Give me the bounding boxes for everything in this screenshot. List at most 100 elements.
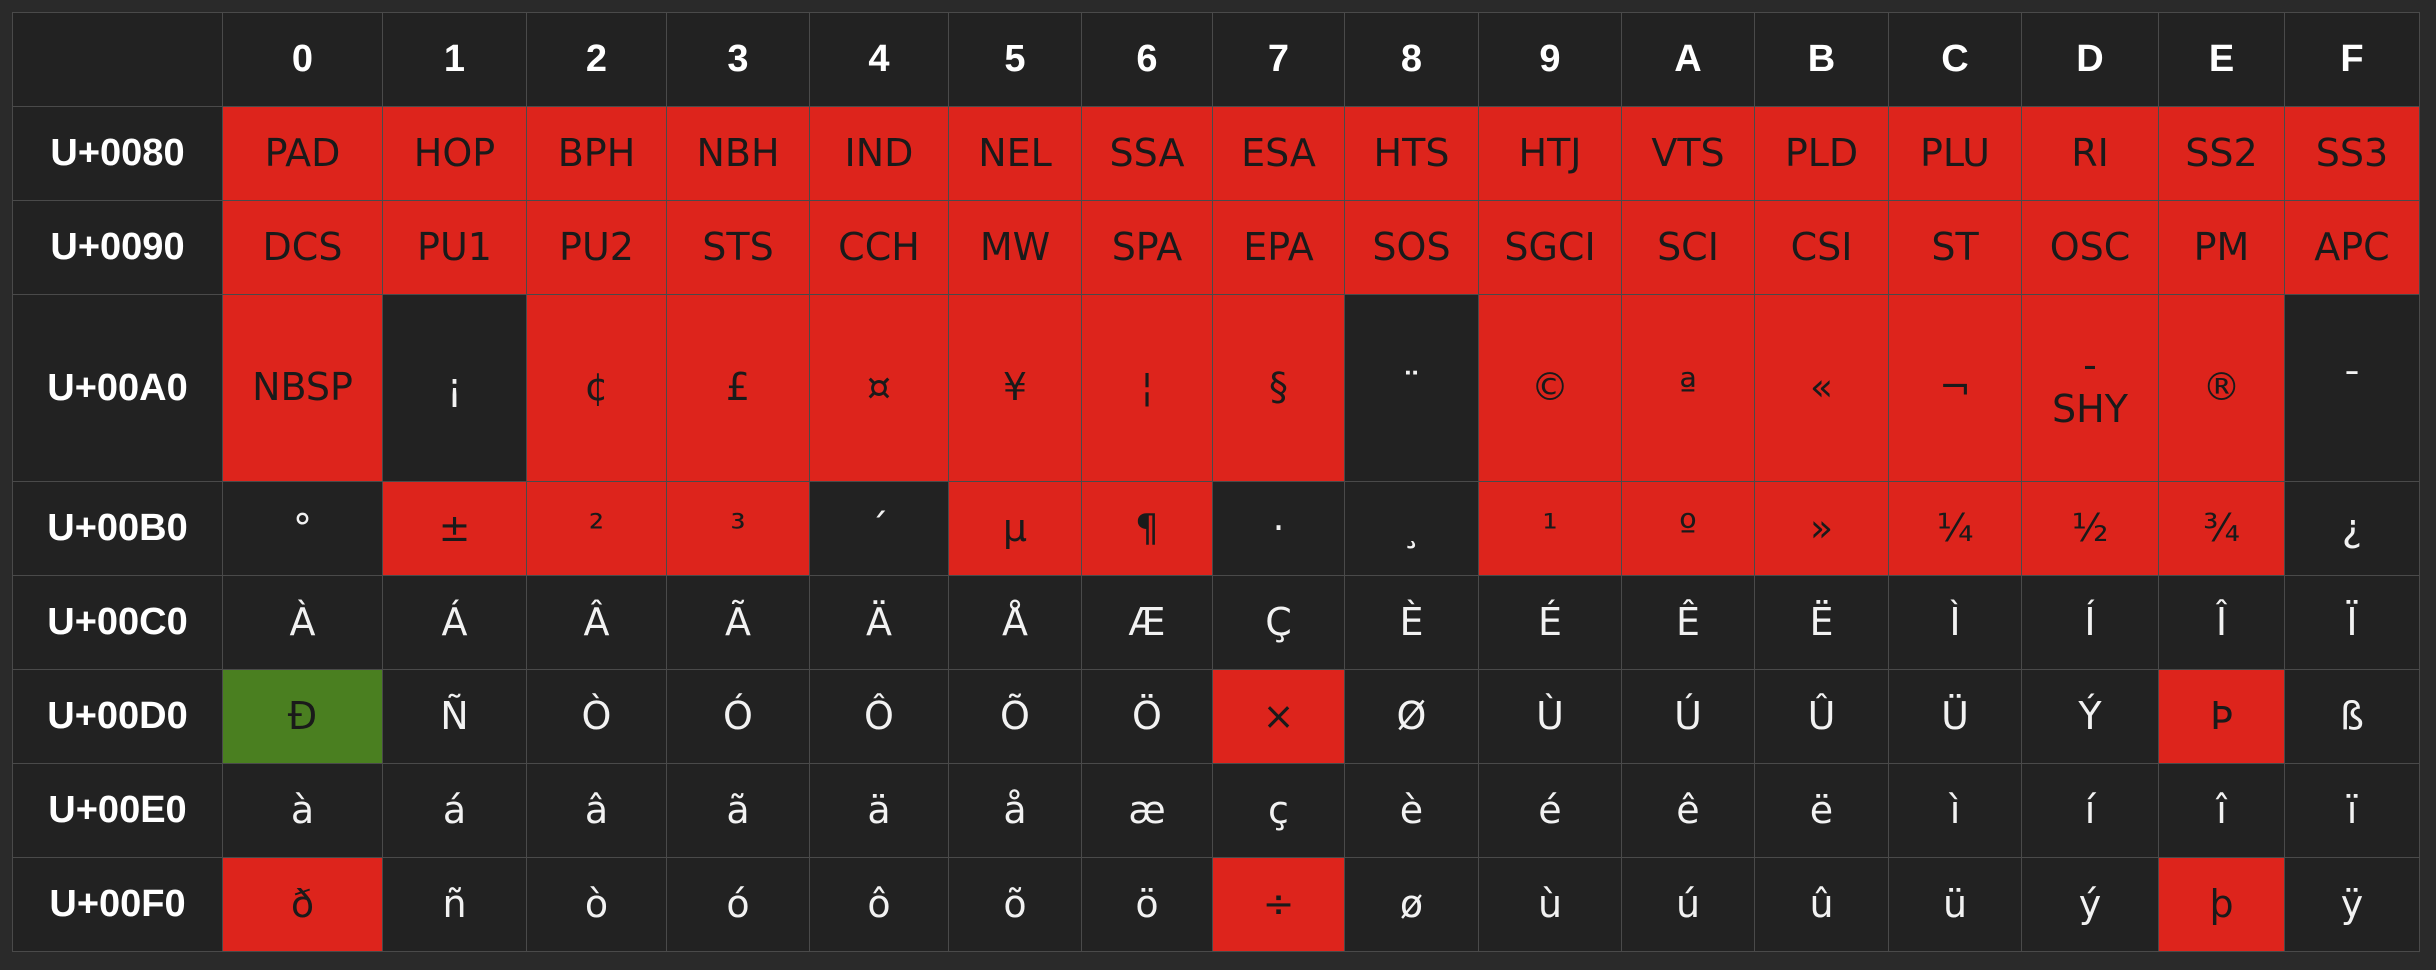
char-glyph: ESA [1241,130,1316,175]
char-cell: Ã [666,575,810,670]
char-cell: ß [2284,669,2420,764]
char-cell: ÿ [2284,857,2420,952]
char-glyph: ² [588,505,605,550]
char-glyph: NEL [978,130,1052,175]
char-cell: § [1212,294,1345,482]
char-glyph: ¾ [2203,505,2240,550]
char-cell: Á [382,575,527,670]
char-cell: å [948,763,1082,858]
char-cell: Ô [809,669,949,764]
char-cell: Û [1754,669,1889,764]
char-cell: PAD [222,106,383,201]
char-cell: ¼ [1888,481,2022,576]
char-glyph: ï [2346,787,2358,832]
char-glyph: À [289,599,316,644]
char-glyph: â [584,787,609,832]
char-cell: ô [809,857,949,952]
char-cell: SS3 [2284,106,2420,201]
char-cell: ¬ [1888,294,2022,482]
char-glyph: · [1272,505,1285,550]
char-cell: ¯ [2284,294,2420,482]
char-cell: SSA [1081,106,1213,201]
char-cell: Î [2158,575,2285,670]
char-cell: ¦ [1081,294,1213,482]
chart-body: U+0080 PAD HOP BPH NBH IND NEL SSA ESA HTS HTJ VTS P… [12,106,2420,952]
char-cell: ê [1621,763,1755,858]
char-cell: × [1212,669,1345,764]
char-cell: ¤ [809,294,949,482]
char-glyph: Â [583,599,610,644]
char-cell: ¸ [1344,481,1479,576]
column-header-0: 0 [222,12,383,107]
char-glyph: Ù [1536,693,1564,738]
char-glyph: é [1538,787,1562,832]
char-glyph: ü [1942,881,1968,926]
char-cell: EPA [1212,200,1345,295]
char-abbreviation: SHY [2052,387,2128,431]
char-cell: ù [1478,857,1622,952]
char-glyph: OSC [2049,224,2131,269]
char-glyph: SS2 [2185,130,2258,175]
char-glyph: ½ [2071,505,2109,550]
char-glyph: í [2084,787,2096,832]
char-glyph: Æ [1128,599,1166,644]
char-cell: APC [2284,200,2420,295]
char-cell: û [1754,857,1889,952]
char-cell: Ú [1621,669,1755,764]
char-cell: Ñ [382,669,527,764]
row-header: U+00A0 [12,294,223,482]
char-glyph: õ [1003,881,1027,926]
char-cell: ö [1081,857,1213,952]
char-glyph: EPA [1243,224,1314,269]
char-glyph: » [1809,505,1834,550]
column-header-f: F [2284,12,2420,107]
char-cell: ü [1888,857,2022,952]
char-glyph: APC [2314,224,2390,269]
char-cell: SGCI [1478,200,1622,295]
char-cell: ± [382,481,527,576]
char-cell: ø [1344,857,1479,952]
char-glyph: º [1679,505,1697,550]
char-glyph: Ö [1132,693,1162,738]
char-cell: - SHY [2021,294,2159,482]
row-header: U+00C0 [12,575,223,670]
char-glyph: Ò [581,693,612,738]
char-cell: NBSP [222,294,383,482]
char-glyph: ÷ [1262,881,1295,926]
char-glyph: å [1003,787,1027,832]
char-glyph: µ [1002,505,1028,550]
char-cell: RI [2021,106,2159,201]
char-cell: á [382,763,527,858]
char-glyph: ÿ [2340,881,2364,926]
char-cell: ³ [666,481,810,576]
char-cell: SOS [1344,200,1479,295]
row-header: U+00F0 [12,857,223,952]
char-cell: ² [526,481,667,576]
char-glyph: HTJ [1518,130,1582,175]
char-glyph: SSA [1109,130,1185,175]
column-header-1: 1 [382,12,527,107]
row-header: U+0080 [12,106,223,201]
char-glyph: ¹ [1542,505,1558,550]
char-glyph: ° [293,505,312,550]
char-glyph: Ó [723,693,753,738]
char-glyph: Þ [2210,693,2233,738]
char-cell: ´ [809,481,949,576]
chart-row-u00c0: U+00C0 À Á Â Ã Ä Å Æ Ç È É Ê Ë Ì Í Î Ï [12,575,2420,670]
column-header-8: 8 [1344,12,1479,107]
char-glyph: ý [2078,881,2102,926]
char-glyph: ¤ [866,365,892,410]
char-cell: Ù [1478,669,1622,764]
char-cell: ç [1212,763,1345,858]
char-glyph: ¯ [2342,365,2362,410]
char-cell: ñ [382,857,527,952]
char-glyph: ð [290,881,315,926]
char-glyph: ö [1135,881,1159,926]
chart-row-u00a0: U+00A0 NBSP ¡ ¢ £ ¤ ¥ ¦ § ¨ © ª « ¬ - SHY ® ¯ [12,294,2420,482]
column-header-a: A [1621,12,1755,107]
char-cell: PLU [1888,106,2022,201]
char-glyph: ¶ [1134,505,1160,550]
char-glyph: ¿ [2341,505,2363,550]
char-cell: ò [526,857,667,952]
